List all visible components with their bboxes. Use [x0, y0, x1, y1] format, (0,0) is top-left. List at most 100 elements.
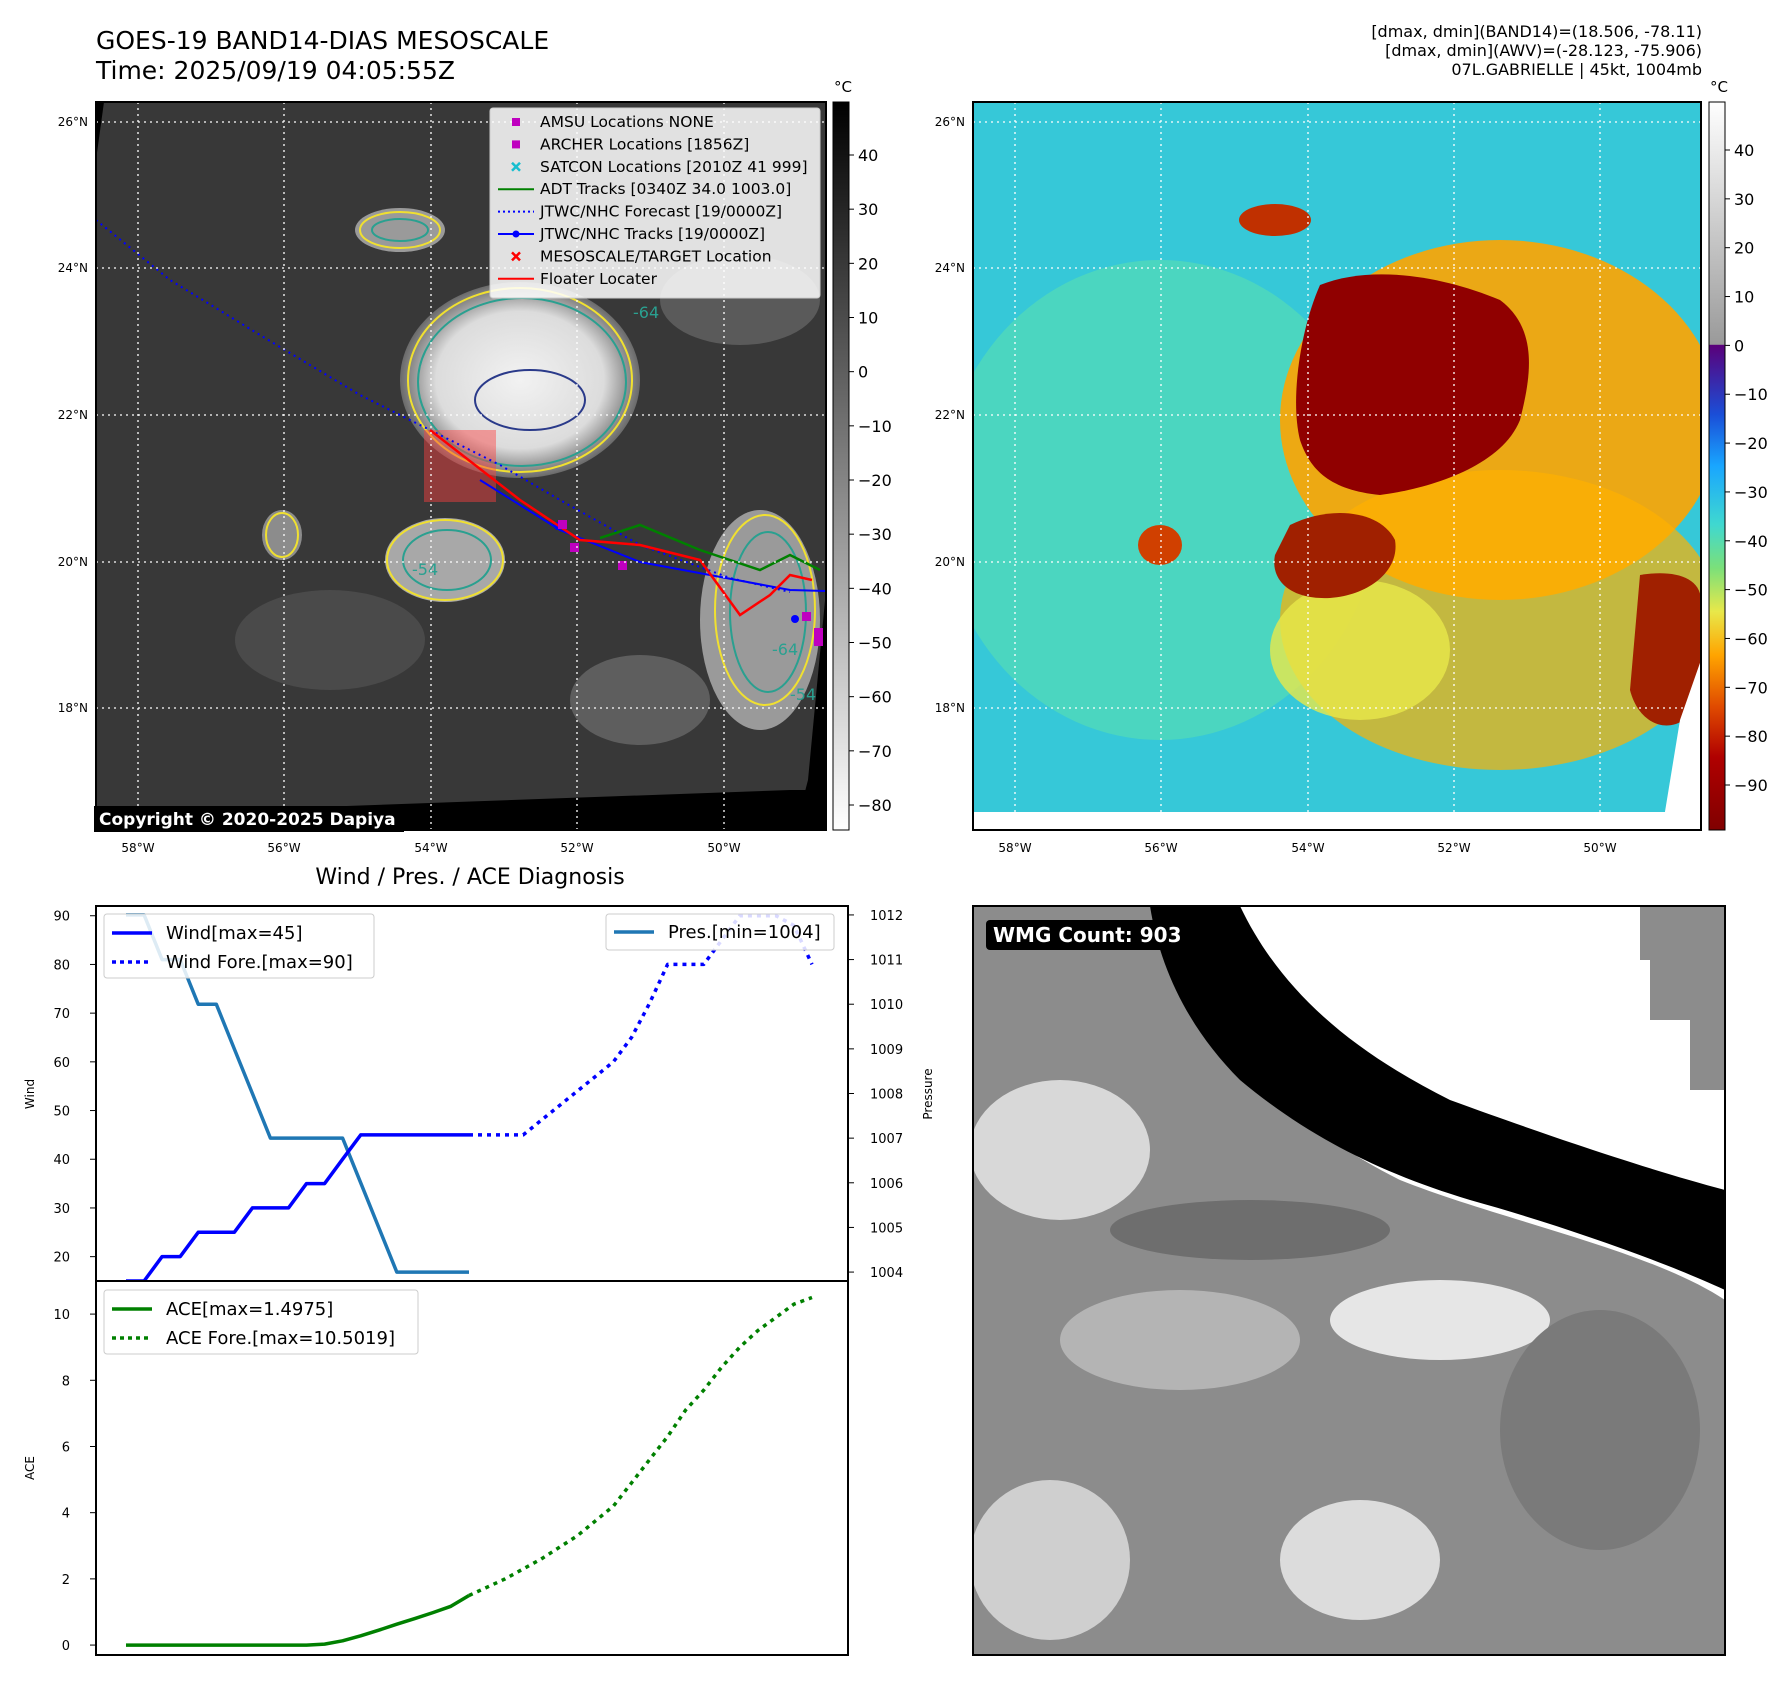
wmg-cool-region: [1110, 1200, 1390, 1260]
legend-label: JTWC/NHC Tracks [19/0000Z]: [539, 225, 765, 243]
cloud-patch: [700, 510, 820, 730]
ir-colorbar-bar: [832, 101, 850, 831]
lon-label: 54°W: [414, 841, 447, 855]
ir-gridlines: [96, 102, 826, 830]
legend-entry: SATCON Locations [2010Z 41 999]: [511, 158, 808, 176]
axis-tick-label: 1007: [870, 1132, 903, 1147]
colorbar-tick-label: 10: [858, 309, 878, 328]
ace-axis-label: ACE: [23, 1456, 37, 1480]
lon-label: 50°W: [707, 841, 740, 855]
diagnosis-title: Wind / Pres. / ACE Diagnosis: [315, 865, 624, 890]
lon-label: 56°W: [267, 841, 300, 855]
colorbar-tick-label: −70: [858, 742, 892, 761]
diagnosis-panel: Wind / Pres. / ACE Diagnosis Wind Pressu…: [23, 865, 935, 1656]
no-data-edge: [1662, 660, 1701, 830]
legend-label: AMSU Locations NONE: [540, 113, 714, 131]
colorbar-tick-label: −20: [1734, 434, 1768, 453]
contour-label: -64: [633, 303, 659, 322]
colorbar-tick-label: −40: [1734, 532, 1768, 551]
awv-imagery: [973, 204, 1701, 830]
cold-cloud-core: [1138, 525, 1182, 565]
ace-line: [126, 1593, 470, 1647]
colorbar-tick-label: −60: [858, 688, 892, 707]
ir-lon-labels: 58°W 56°W 54°W 52°W 50°W: [121, 841, 740, 855]
colorbar-tick-label: 30: [858, 200, 878, 219]
colorbar-tick-label: 0: [858, 363, 868, 382]
ir-lat-labels: 26°N 24°N 22°N 20°N 18°N: [58, 115, 88, 715]
central-dense-overcast: [400, 282, 640, 478]
legend-entry: JTWC/NHC Tracks [19/0000Z]: [498, 225, 765, 243]
legend-box: [605, 913, 835, 951]
axis-tick-label: 0: [62, 1639, 70, 1654]
ir-colorbar: °C 40 30 20 10 0 −10 −20 −30 −40 −50 −60 −70 −80: [832, 78, 892, 831]
colorbar-tick-label: −60: [1734, 629, 1768, 648]
legend-entry: MESOSCALE/TARGET Location: [511, 247, 772, 265]
legend-label: ADT Tracks [0340Z 34.0 1003.0]: [540, 180, 791, 198]
awv-colorbar-ticks: 40 30 20 10 0 −10 −20 −30 −40 −50 −60 −70 −80 −90: [1725, 141, 1768, 795]
copyright-text: Copyright © 2020-2025 Dapiya: [99, 810, 396, 830]
cloud-patch: [570, 655, 710, 745]
colorbar-tick-label: 0: [1734, 336, 1744, 355]
contour-label: -54: [790, 685, 816, 704]
wind-axis-label: Wind: [23, 1079, 37, 1109]
legend-marker-square: [512, 118, 520, 126]
ace-legend: ACE[max=1.4975] ACE Fore.[max=10.5019]: [103, 1289, 419, 1355]
pressure-legend: Pres.[min=1004]: [605, 913, 835, 951]
cold-cloud-core: [1274, 513, 1396, 599]
awv-lat-labels: 26°N 24°N 22°N 20°N 18°N: [935, 115, 965, 715]
archer-marker: [570, 543, 579, 552]
axis-tick-label: 40: [53, 1153, 70, 1168]
colorbar-tick-label: 40: [1734, 141, 1754, 160]
colorbar-tick-label: 30: [1734, 190, 1754, 209]
ace-ticks: 10 8 6 4 2 0: [53, 1308, 96, 1654]
awv-colorbar-bar: [1708, 101, 1726, 831]
lon-label: 50°W: [1583, 841, 1616, 855]
axis-tick-label: 1012: [870, 909, 903, 924]
cold-cloud-core: [1630, 573, 1701, 726]
colorbar-tick-label: −20: [858, 471, 892, 490]
axis-tick-label: 6: [62, 1440, 70, 1455]
awv-colorbar-unit: °C: [1710, 78, 1728, 96]
legend-label: MESOSCALE/TARGET Location: [540, 247, 772, 265]
adt-track: [599, 523, 821, 572]
colorbar-tick-label: −80: [1734, 727, 1768, 746]
colorbar-tick-label: −10: [1734, 385, 1768, 404]
contour-line: [371, 218, 429, 242]
colorbar-tick-label: −30: [858, 525, 892, 544]
lat-label: 26°N: [935, 115, 965, 129]
awv-map-frame: [972, 101, 1702, 831]
contour-line: [265, 512, 299, 558]
ir-map-panel: -64 -54 -64 -54: [58, 78, 892, 855]
legend-ace-fore: ACE Fore.[max=10.5019]: [166, 1328, 395, 1349]
axis-tick-label: 70: [53, 1007, 70, 1022]
awv-range: [dmax, dmin](AWV)=(-28.123, -75.906): [1385, 41, 1702, 60]
lat-label: 24°N: [935, 261, 965, 275]
awv-lon-labels: 58°W 56°W 54°W 52°W 50°W: [998, 841, 1616, 855]
mesoscale-target-box: [424, 430, 496, 502]
awv-colorbar: °C 40 30 20 10 0 −10 −20 −30 −40 −50 −60 −70 −80 −90: [1708, 78, 1768, 831]
axis-tick-label: 50: [53, 1105, 70, 1120]
colorbar-tick-label: −90: [1734, 776, 1768, 795]
contour-line: [359, 211, 441, 249]
axis-tick-label: 1008: [870, 1088, 903, 1103]
axis-tick-label: 2: [62, 1573, 70, 1588]
archer-marker: [618, 561, 627, 570]
cloud-patch: [235, 590, 425, 690]
colorbar-tick-label: −80: [858, 796, 892, 815]
stats-block: [dmax, dmin](BAND14)=(18.506, -78.11) [d…: [1371, 22, 1702, 79]
legend-wind-fore: Wind Fore.[max=90]: [166, 952, 353, 973]
axis-tick-label: 4: [62, 1507, 70, 1522]
axis-tick-label: 1010: [870, 998, 903, 1013]
legend-label: SATCON Locations [2010Z 41 999]: [540, 158, 808, 176]
legend-box: [103, 913, 375, 979]
no-data-corner: [96, 102, 104, 160]
lat-label: 22°N: [935, 408, 965, 422]
legend-entry: ADT Tracks [0340Z 34.0 1003.0]: [498, 180, 791, 198]
legend-label: Floater Locater: [540, 270, 658, 288]
wmg-cool-region: [1500, 1310, 1700, 1550]
wmg-cold-band: [1150, 906, 1725, 1290]
contour-label: -64: [772, 640, 798, 659]
axis-tick-label: 8: [62, 1374, 70, 1389]
legend-entry: Floater Locater: [498, 270, 658, 288]
legend-entry: ARCHER Locations [1856Z]: [512, 135, 749, 153]
